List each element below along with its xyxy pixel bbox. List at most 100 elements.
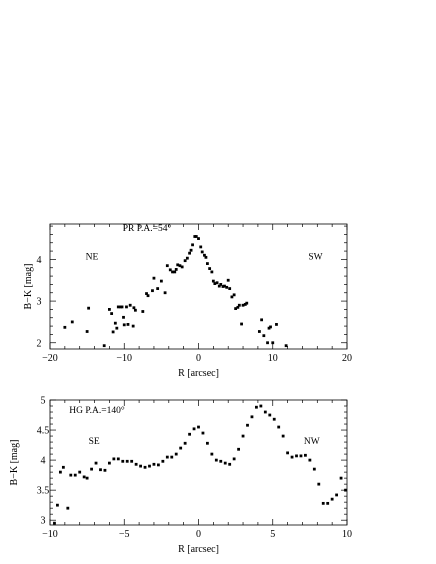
panel-2-xtick-label: 10 xyxy=(342,529,352,540)
panel-1-point xyxy=(194,235,198,238)
panel-2-point xyxy=(321,501,325,505)
panel-1-ytick-label: 2 xyxy=(37,338,42,349)
panel-2-point xyxy=(82,475,86,479)
panel-1-point xyxy=(226,278,230,282)
panel-2-point xyxy=(78,470,82,474)
panel-2-point xyxy=(116,457,120,461)
panel-1-point xyxy=(237,303,241,307)
panel-1-point xyxy=(284,344,288,348)
panel-2-point xyxy=(330,497,334,501)
panel-2-point xyxy=(61,465,65,469)
panel-2-point xyxy=(286,451,289,455)
panel-1-point xyxy=(145,292,148,295)
panel-2-ylabel: B−K [mag] xyxy=(9,440,20,486)
panel-1-point xyxy=(236,305,240,309)
panel-1-point xyxy=(221,285,225,288)
panel-2-point xyxy=(335,493,339,497)
panel-2-frame xyxy=(49,399,348,526)
panel-1-point xyxy=(133,308,137,312)
panel-1-point xyxy=(87,306,91,310)
panel-2-point xyxy=(255,405,258,409)
panel-1-point xyxy=(108,308,111,311)
panel-1-point xyxy=(168,268,172,272)
panel-2-point xyxy=(214,458,218,462)
panel-1-point xyxy=(271,341,275,345)
panel-1-point xyxy=(188,251,191,255)
panel-2-point xyxy=(228,462,232,466)
panel-1-point xyxy=(191,243,194,247)
panel-1-point xyxy=(204,255,208,259)
panel-2-point xyxy=(241,434,245,438)
panel-2-point xyxy=(272,417,276,421)
panel-2-point xyxy=(112,457,116,461)
panel-1-point xyxy=(156,287,160,290)
panel-1-point xyxy=(243,303,247,306)
panel-1-point xyxy=(193,235,197,238)
panel-1-point xyxy=(63,325,67,329)
panel-1-point xyxy=(171,270,174,274)
panel-2-xtick-label: 0 xyxy=(196,529,201,540)
panel-1-point xyxy=(115,326,119,330)
panel-2-ytick-label: 3 xyxy=(41,516,46,527)
panel-1-xtick-label: −10 xyxy=(116,353,132,364)
panel-1-point xyxy=(178,264,182,268)
panel-1-xtick-label: 0 xyxy=(196,353,201,364)
panel-1-point xyxy=(180,265,184,269)
panel-2-point xyxy=(143,465,147,469)
panel-2-annotation: HG P.A.=140° xyxy=(69,405,125,416)
panel-2-point xyxy=(90,467,93,471)
panel-1-point xyxy=(122,323,126,327)
panel-2-xtick-label: −5 xyxy=(119,529,130,540)
panel-1-point xyxy=(70,320,74,324)
panel-2-point xyxy=(299,454,303,458)
panel-2-point xyxy=(308,458,312,462)
panel-1-point xyxy=(116,305,120,309)
panel-2-ytick-label: 3.5 xyxy=(37,486,50,497)
panel-2-point xyxy=(339,476,343,480)
panel-1-point xyxy=(203,253,206,257)
panel-2-point xyxy=(69,473,73,477)
panel-1-point xyxy=(245,301,249,305)
panel-1-point xyxy=(269,325,272,329)
panel-1-point xyxy=(211,279,215,283)
panel-2-ytick-label: 4 xyxy=(41,456,46,467)
panel-2-point xyxy=(281,434,285,438)
panel-1-point xyxy=(131,324,135,328)
panel-2-point xyxy=(94,461,98,465)
panel-1-xtick-label: 10 xyxy=(268,353,278,364)
panel-1-point xyxy=(217,284,221,288)
panel-2-point xyxy=(188,432,191,436)
panel-1-point xyxy=(120,305,124,309)
panel-2-point xyxy=(58,470,62,474)
panel-1-point xyxy=(125,305,128,309)
panel-1-point xyxy=(102,344,106,348)
panel-2-point xyxy=(165,455,169,459)
panel-1-point xyxy=(165,264,169,268)
panel-2-xlabel: R [arcsec] xyxy=(178,544,219,555)
panel-1-point xyxy=(122,315,125,319)
panel-2-xtick-label: −10 xyxy=(42,529,58,540)
panel-1-point xyxy=(225,285,229,289)
panel-2-point xyxy=(250,415,254,419)
panel-1-point xyxy=(210,270,214,274)
panel-1-point xyxy=(119,305,122,309)
panel-2-point xyxy=(183,441,187,445)
panel-1-point xyxy=(262,334,266,338)
panel-1-point xyxy=(230,295,234,299)
panel-1-ytick-label: 3 xyxy=(37,297,42,308)
panel-2-point xyxy=(223,461,227,465)
panel-2-point xyxy=(56,503,59,507)
panel-1-point xyxy=(232,293,236,297)
panel-2-point xyxy=(103,468,107,472)
panel-1-point xyxy=(152,276,156,280)
panel-2-point xyxy=(152,462,156,466)
panel-2-point xyxy=(174,452,178,456)
panel-2-point xyxy=(210,452,214,456)
panel-2-point xyxy=(161,459,165,463)
panel-1-xlabel: R [arcsec] xyxy=(178,368,219,379)
panel-2-point xyxy=(317,482,321,486)
panel-1-frame xyxy=(49,223,348,350)
panel-1-point xyxy=(183,259,187,263)
panel-2-point xyxy=(312,467,316,471)
panel-1: −20 −10 0 10 20 2 3 4 R [arcsec] B−K [mag] PR P.A.… xyxy=(23,223,352,379)
